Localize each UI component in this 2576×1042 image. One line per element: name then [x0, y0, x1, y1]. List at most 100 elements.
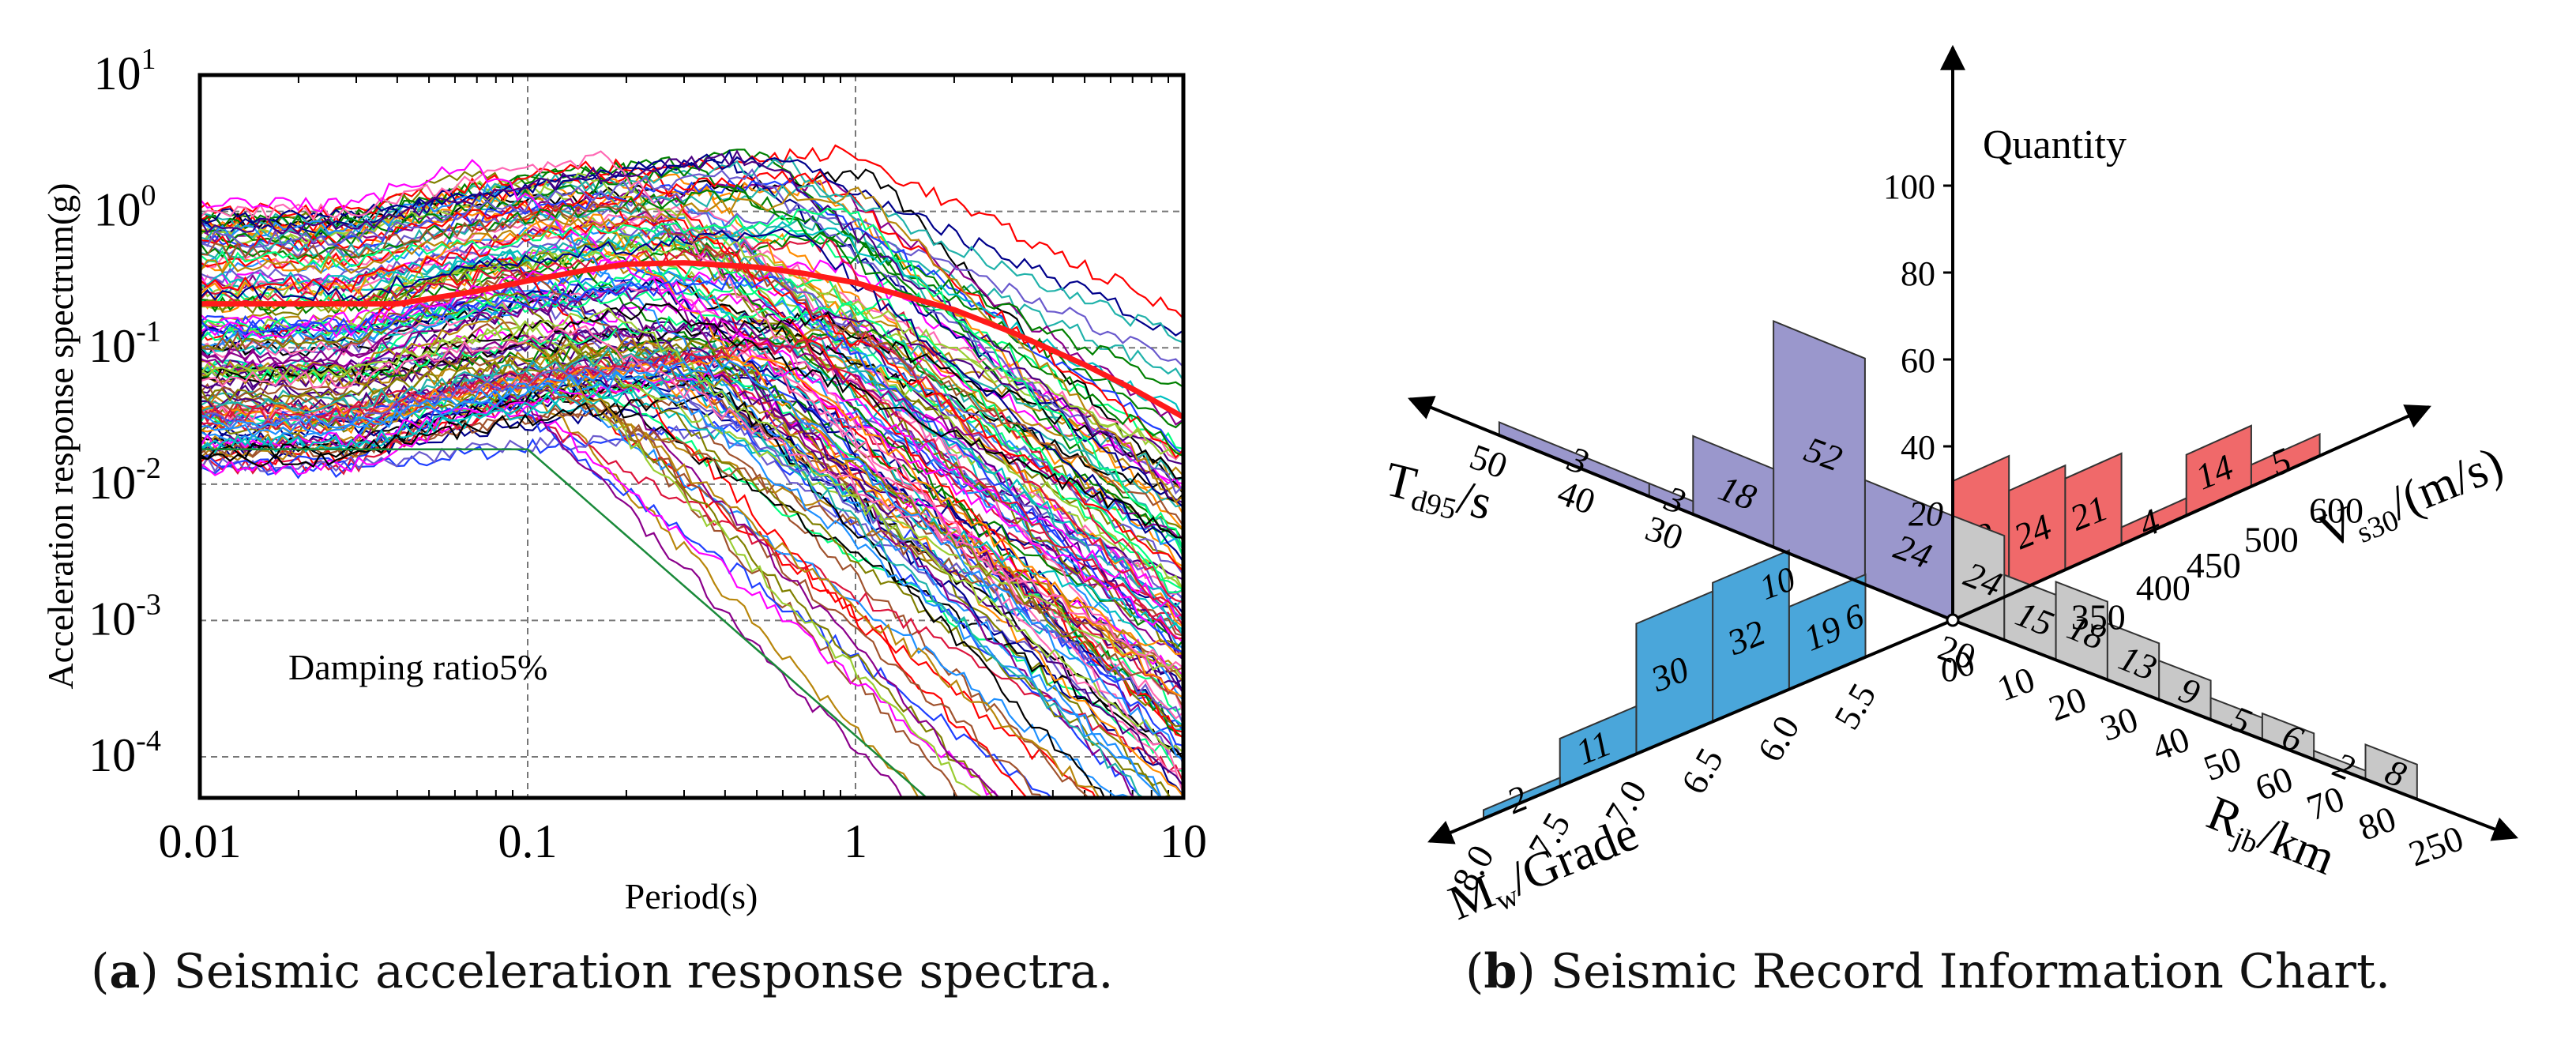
spectrum-line	[200, 159, 1183, 643]
y-tick-exponent: 1	[141, 43, 156, 76]
spectrum-line	[200, 150, 1183, 771]
quantity-tick-label: 80	[1901, 254, 1935, 293]
mw-axis	[1427, 619, 1954, 845]
x-axis-label: Period(s)	[625, 876, 758, 916]
axis-tick-label: 40	[2147, 718, 2195, 769]
caption-a: (a) Seismic acceleration response spectr…	[91, 944, 1114, 999]
axis-tick-label: 5.5	[1826, 676, 1884, 735]
spectrum-line	[200, 228, 1183, 562]
axis-tick-label: 30	[2095, 698, 2143, 749]
spectrum-line	[200, 307, 1183, 754]
axis-tick-label: 250	[2404, 818, 2469, 875]
spectrum-line	[200, 252, 1183, 618]
vs30-axis	[1952, 404, 2431, 622]
x-tick-label: 0.1	[498, 815, 558, 867]
spectra-plot-frame	[197, 73, 1186, 800]
spectrum-line	[200, 322, 1044, 798]
spectrum-line	[200, 303, 1183, 539]
quantity-tick-label: 60	[1901, 341, 1935, 380]
spectrum-line	[200, 325, 1183, 493]
spectrum-line	[200, 257, 1029, 798]
floating-label-0: 0	[1941, 650, 1958, 689]
quantity-tick-label: 100	[1883, 167, 1935, 206]
spectrum-line	[200, 271, 984, 798]
spectrum-line	[200, 338, 1183, 640]
axis-tick-label: 50	[2198, 739, 2247, 789]
vs30-axis-title: Vs30/(m/s)	[2311, 437, 2512, 563]
y-tick-label: 101	[94, 43, 156, 100]
spectrum-line	[200, 339, 1183, 728]
spectrum-line	[200, 183, 1183, 457]
spectrum-line	[200, 371, 1164, 798]
y-tick-exponent: -4	[136, 724, 161, 758]
y-tick-label: 10-2	[88, 452, 161, 509]
y-tick-label: 100	[94, 179, 156, 236]
y-tick-exponent: -3	[136, 588, 161, 621]
x-tick-label: 1	[844, 815, 867, 867]
td95-axis-title-unit: /s	[1453, 471, 1498, 531]
spectrum-line	[200, 393, 1090, 798]
spectrum-line	[200, 280, 1001, 798]
spectrum-line	[200, 149, 1183, 504]
spectrum-line	[200, 292, 1176, 798]
axis-tick-label: 500	[2244, 519, 2299, 559]
y-tick-base: 10	[94, 47, 141, 100]
spectrum-line	[200, 325, 1183, 670]
spectrum-line	[200, 357, 1183, 762]
spectrum-line	[200, 178, 1183, 455]
y-axis-label: Acceleration response spectrum(g)	[40, 182, 81, 689]
vs30-axis-title-unit: /(m/s)	[2382, 437, 2510, 531]
y-tick-exponent: -2	[136, 452, 161, 485]
spectrum-line	[200, 363, 904, 798]
spectra-curves	[200, 144, 1183, 798]
spectrum-line	[200, 200, 1183, 527]
y-tick-base: 10	[88, 592, 136, 645]
td95-axis-title: Td95/s	[1378, 453, 1497, 535]
spectrum-line	[200, 276, 1183, 594]
y-tick-base: 10	[88, 320, 136, 372]
axis-tick-label: 600	[2309, 491, 2364, 531]
axis-tick-label: 40	[1552, 472, 1600, 522]
axis-tick-label: 30	[1641, 508, 1689, 559]
spectrum-line	[200, 158, 1183, 738]
spectrum-line	[200, 363, 1132, 798]
y-tick-label: 10-1	[88, 315, 161, 372]
rjb-axis	[1952, 619, 2518, 841]
spectrum-line	[200, 207, 1183, 552]
caption-b-text: Seismic Record Information Chart.	[1550, 944, 2391, 999]
y-tick-exponent: -1	[136, 315, 161, 348]
x-tick-label: 0.01	[159, 815, 242, 867]
origin-point	[1946, 613, 1960, 627]
axis-tick-label: 6.5	[1673, 741, 1731, 800]
damping-annotation: Damping ratio5%	[288, 647, 547, 687]
spectrum-line	[200, 218, 1183, 572]
x-tick-labels: 0.01 0.1 1 10	[159, 815, 1208, 867]
caption-b-letter: b	[1484, 944, 1517, 999]
x-tick-label: 10	[1160, 815, 1207, 867]
quantity-ticks: 40 60 80 100	[1883, 167, 1953, 467]
caption-a-letter: a	[109, 944, 141, 999]
axis-tick-label: 6.0	[1750, 709, 1807, 768]
floating-label-20: 20	[1908, 495, 1943, 533]
axis-tick-label: 80	[2353, 798, 2401, 848]
axis-tick-label: 60	[2250, 758, 2298, 809]
td95-axis-title-sub: d95	[1408, 483, 1459, 527]
spectrum-line	[200, 170, 1183, 459]
spectrum-line	[200, 402, 1000, 798]
mw-axis-title-unit: /Grade	[1502, 807, 1645, 906]
y-tick-base: 10	[88, 729, 136, 781]
y-tick-exponent: 0	[141, 179, 156, 213]
spectrum-line	[200, 448, 929, 798]
y-tick-base: 10	[94, 184, 141, 236]
y-tick-base: 10	[88, 457, 136, 509]
spectrum-line	[200, 285, 1183, 766]
td95-axis	[1408, 396, 1954, 622]
axis-tick-label: 450	[2187, 545, 2241, 585]
caption-b: (b) Seismic Record Information Chart.	[1465, 944, 2391, 999]
